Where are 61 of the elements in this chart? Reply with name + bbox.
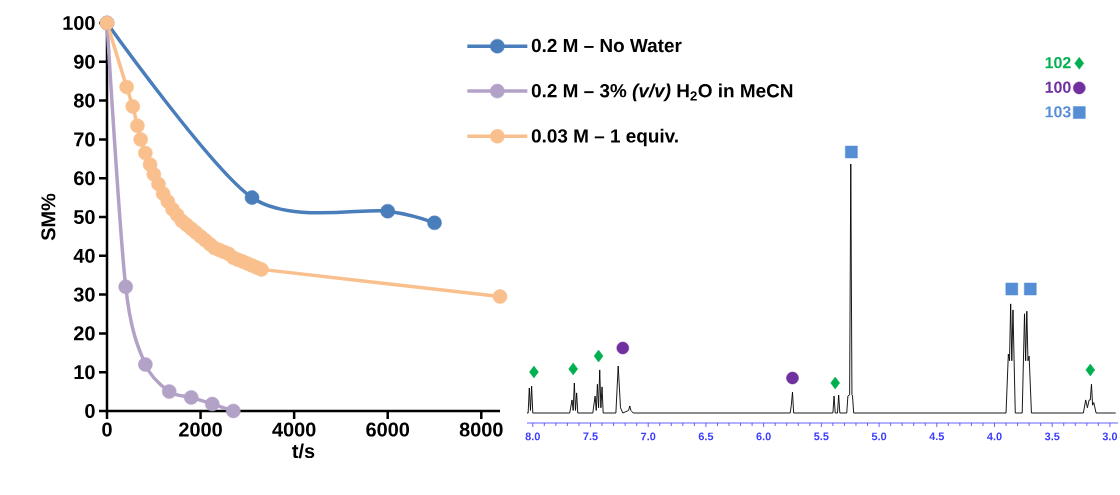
x-tick-label: 4.5 bbox=[929, 432, 945, 441]
x-tick-label: 4000 bbox=[272, 422, 316, 437]
x-tick-label: 2000 bbox=[179, 422, 222, 437]
x-tick-label: 7.5 bbox=[583, 432, 598, 441]
point bbox=[616, 341, 630, 355]
x-tick-label: 8.0 bbox=[525, 432, 540, 441]
point bbox=[1005, 282, 1019, 296]
y-tick-label: 90 bbox=[74, 54, 95, 69]
point bbox=[830, 376, 840, 390]
legend-label: 102 bbox=[1045, 57, 1071, 69]
point bbox=[380, 203, 395, 219]
legend-label: 103 bbox=[1045, 106, 1071, 118]
point bbox=[244, 190, 260, 205]
point bbox=[183, 390, 199, 405]
point bbox=[529, 365, 539, 379]
x-tick-label: 7.0 bbox=[641, 432, 656, 441]
legend-label: 0.2 M – No Water bbox=[531, 38, 682, 53]
y-tick-label: 50 bbox=[73, 209, 95, 225]
y-tick-label: 20 bbox=[74, 326, 95, 341]
y-tick-label: 0 bbox=[85, 403, 95, 419]
y-tick-label: 100 bbox=[63, 15, 95, 31]
point bbox=[226, 403, 241, 419]
point bbox=[133, 132, 148, 147]
x-tick-label: 5.5 bbox=[814, 432, 829, 441]
x-tick-label: 3.0 bbox=[1102, 432, 1118, 441]
x-tick-label: 6.5 bbox=[698, 432, 714, 441]
y-tick-label: 40 bbox=[73, 248, 95, 263]
point bbox=[130, 118, 145, 134]
point bbox=[492, 289, 508, 304]
y-axis-title: SM% bbox=[41, 193, 56, 241]
y-tick-label: 30 bbox=[73, 287, 95, 302]
point bbox=[568, 362, 578, 376]
legend-label: 0.2 M – 3% (v/v) H$_{2}$O in MeCN bbox=[531, 83, 793, 102]
point bbox=[118, 279, 133, 295]
x-tick-label: 6.0 bbox=[756, 432, 771, 441]
point bbox=[1024, 282, 1037, 296]
point bbox=[125, 99, 140, 114]
y-tick-label: 70 bbox=[74, 132, 95, 147]
y-tick-label: 60 bbox=[74, 171, 95, 186]
x-tick-label: 4.0 bbox=[987, 432, 1002, 441]
x-tick-label: 5.0 bbox=[871, 432, 887, 441]
y-tick-label: 80 bbox=[73, 93, 95, 108]
point bbox=[138, 145, 153, 161]
point bbox=[786, 371, 799, 385]
point bbox=[119, 79, 134, 95]
x-axis-title: t/s bbox=[292, 443, 315, 459]
point bbox=[161, 384, 177, 399]
x-tick-label: 8000 bbox=[459, 422, 503, 437]
point bbox=[138, 357, 153, 372]
point bbox=[845, 145, 858, 159]
point bbox=[205, 396, 220, 412]
x-tick-label: 0 bbox=[102, 422, 112, 437]
point bbox=[593, 349, 604, 363]
point bbox=[254, 262, 269, 277]
x-tick-label: 3.5 bbox=[1044, 432, 1060, 441]
point bbox=[427, 215, 442, 231]
x-tick-label: 6000 bbox=[366, 422, 410, 437]
legend-label: 100 bbox=[1045, 81, 1071, 93]
point bbox=[1085, 363, 1096, 377]
y-tick-label: 10 bbox=[74, 365, 95, 380]
legend-label: 0.03 M – 1 equiv. bbox=[531, 128, 678, 147]
